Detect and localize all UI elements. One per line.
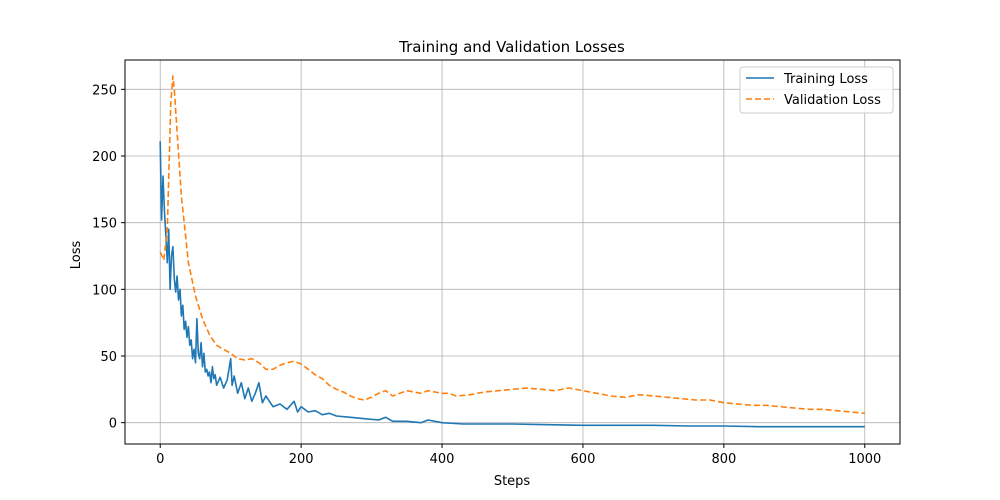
series-line-validation-loss [159,75,865,415]
x-axis-title: Steps [494,474,531,489]
x-tick-label: 800 [711,452,736,467]
x-tick-label: 200 [289,452,314,467]
legend-label-validation: Validation Loss [784,93,881,108]
x-tick-label: 1000 [848,452,881,467]
y-tick-label: 200 [92,150,117,165]
tick-layer: 0 200 400 600 800 1000 0 50 100 150 200 250 [92,83,881,467]
series-layer [159,75,865,428]
y-tick-label: 50 [100,350,117,365]
legend: Training Loss Validation Loss [739,66,894,114]
grid-lines [125,60,900,444]
legend-box [739,66,894,114]
chart-title: Training and Validation Losses [398,38,625,56]
y-tick-label: 250 [92,83,117,98]
x-tick-label: 400 [430,452,455,467]
y-tick-label: 0 [109,417,117,432]
series-line-training-loss [159,141,865,428]
x-tick-label: 600 [571,452,596,467]
y-tick-label: 150 [92,217,117,232]
y-tick-label: 100 [92,283,117,298]
y-axis-title: Loss [69,241,84,270]
x-tick-label: 0 [156,452,164,467]
plot-frame [124,59,901,445]
legend-label-training: Training Loss [783,72,868,87]
